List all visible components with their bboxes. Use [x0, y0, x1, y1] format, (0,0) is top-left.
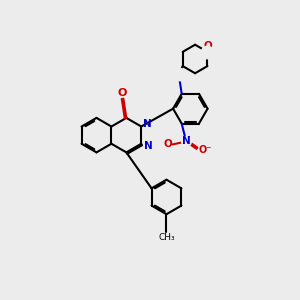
Text: O: O: [203, 41, 212, 52]
Text: N: N: [174, 70, 182, 80]
Text: O: O: [117, 88, 127, 98]
Text: O: O: [203, 47, 212, 57]
Text: N: N: [174, 69, 183, 80]
Text: O⁻: O⁻: [199, 146, 212, 155]
Text: N: N: [143, 119, 152, 129]
Text: N: N: [182, 136, 190, 146]
Text: N: N: [144, 141, 153, 151]
Text: CH₃: CH₃: [158, 233, 175, 242]
Text: O: O: [163, 139, 172, 149]
Text: N: N: [182, 136, 190, 146]
